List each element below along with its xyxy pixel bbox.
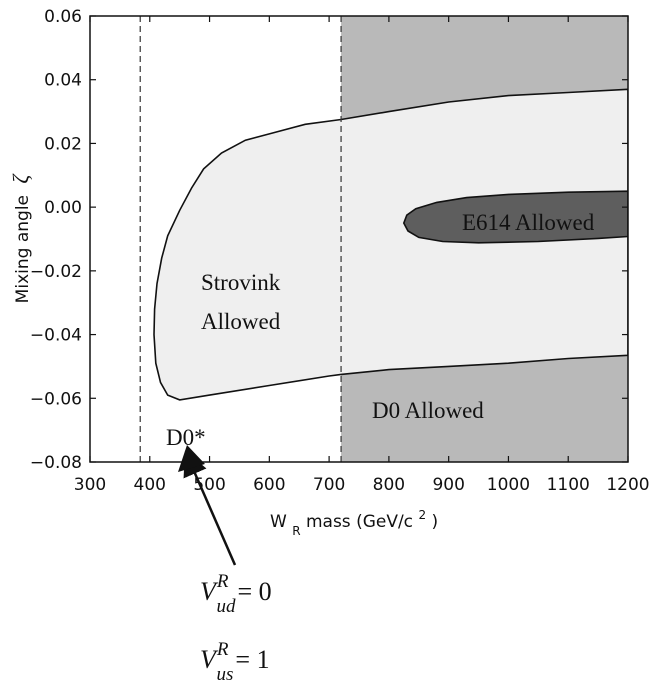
y-tick-label: 0.00 <box>44 198 82 218</box>
x-axis-title-rest: mass (GeV/c <box>306 512 413 532</box>
x-tick-label: 600 <box>253 475 285 495</box>
x-axis-title-end: ) <box>432 512 439 532</box>
x-tick-label: 900 <box>432 475 464 495</box>
strovink-label-line2: Allowed <box>201 309 281 334</box>
x-tick-label: 1200 <box>606 475 649 495</box>
strovink-label-line1: Strovink <box>201 270 281 295</box>
x-tick-label: 300 <box>74 475 106 495</box>
plot-area <box>139 16 628 462</box>
y-axis: 0.06 0.04 0.02 0.00 −0.02 −0.04 −0.06 −0.08 <box>30 7 628 473</box>
d0-label: D0 Allowed <box>372 398 484 423</box>
d0star-arrowhead <box>178 445 205 472</box>
y-axis-title: Mixing angle ζ <box>8 173 33 304</box>
d0star-arrow <box>183 450 237 566</box>
strovink-allowed-region <box>153 88 628 401</box>
y-tick-label: −0.04 <box>30 326 82 346</box>
x-axis-title-sup: 2 <box>418 508 426 522</box>
y-tick-label: −0.06 <box>30 389 82 409</box>
y-tick-label: −0.02 <box>30 262 82 282</box>
x-tick-label: 700 <box>313 475 345 495</box>
x-tick-label: 1000 <box>487 475 530 495</box>
y-axis-title-text: Mixing angle <box>13 195 33 303</box>
e614-allowed-region <box>402 190 628 244</box>
x-axis-title-w: W <box>270 512 287 532</box>
plot-frame <box>89 15 629 463</box>
x-axis-title: W R mass (GeV/c 2 ) <box>270 504 438 540</box>
x-axis-title-sub: R <box>292 524 300 538</box>
x-tick-label: 800 <box>373 475 405 495</box>
y-tick-label: 0.04 <box>44 71 82 91</box>
y-tick-label: 0.06 <box>44 7 82 27</box>
x-tick-label: 1100 <box>547 475 590 495</box>
y-tick-label: −0.08 <box>30 453 82 473</box>
formula-vud: VR ud= 0 <box>200 571 272 617</box>
y-axis-zeta-symbol: ζ <box>8 173 33 184</box>
formula-vus: VR us= 1 <box>200 639 270 683</box>
x-tick-label: 400 <box>134 475 166 495</box>
y-tick-label: 0.02 <box>44 134 82 154</box>
e614-label: E614 Allowed <box>462 210 595 235</box>
x-axis: 300 400 500 600 700 800 900 1000 1100 1200 <box>74 16 650 495</box>
d0star-label: D0* <box>166 425 206 450</box>
